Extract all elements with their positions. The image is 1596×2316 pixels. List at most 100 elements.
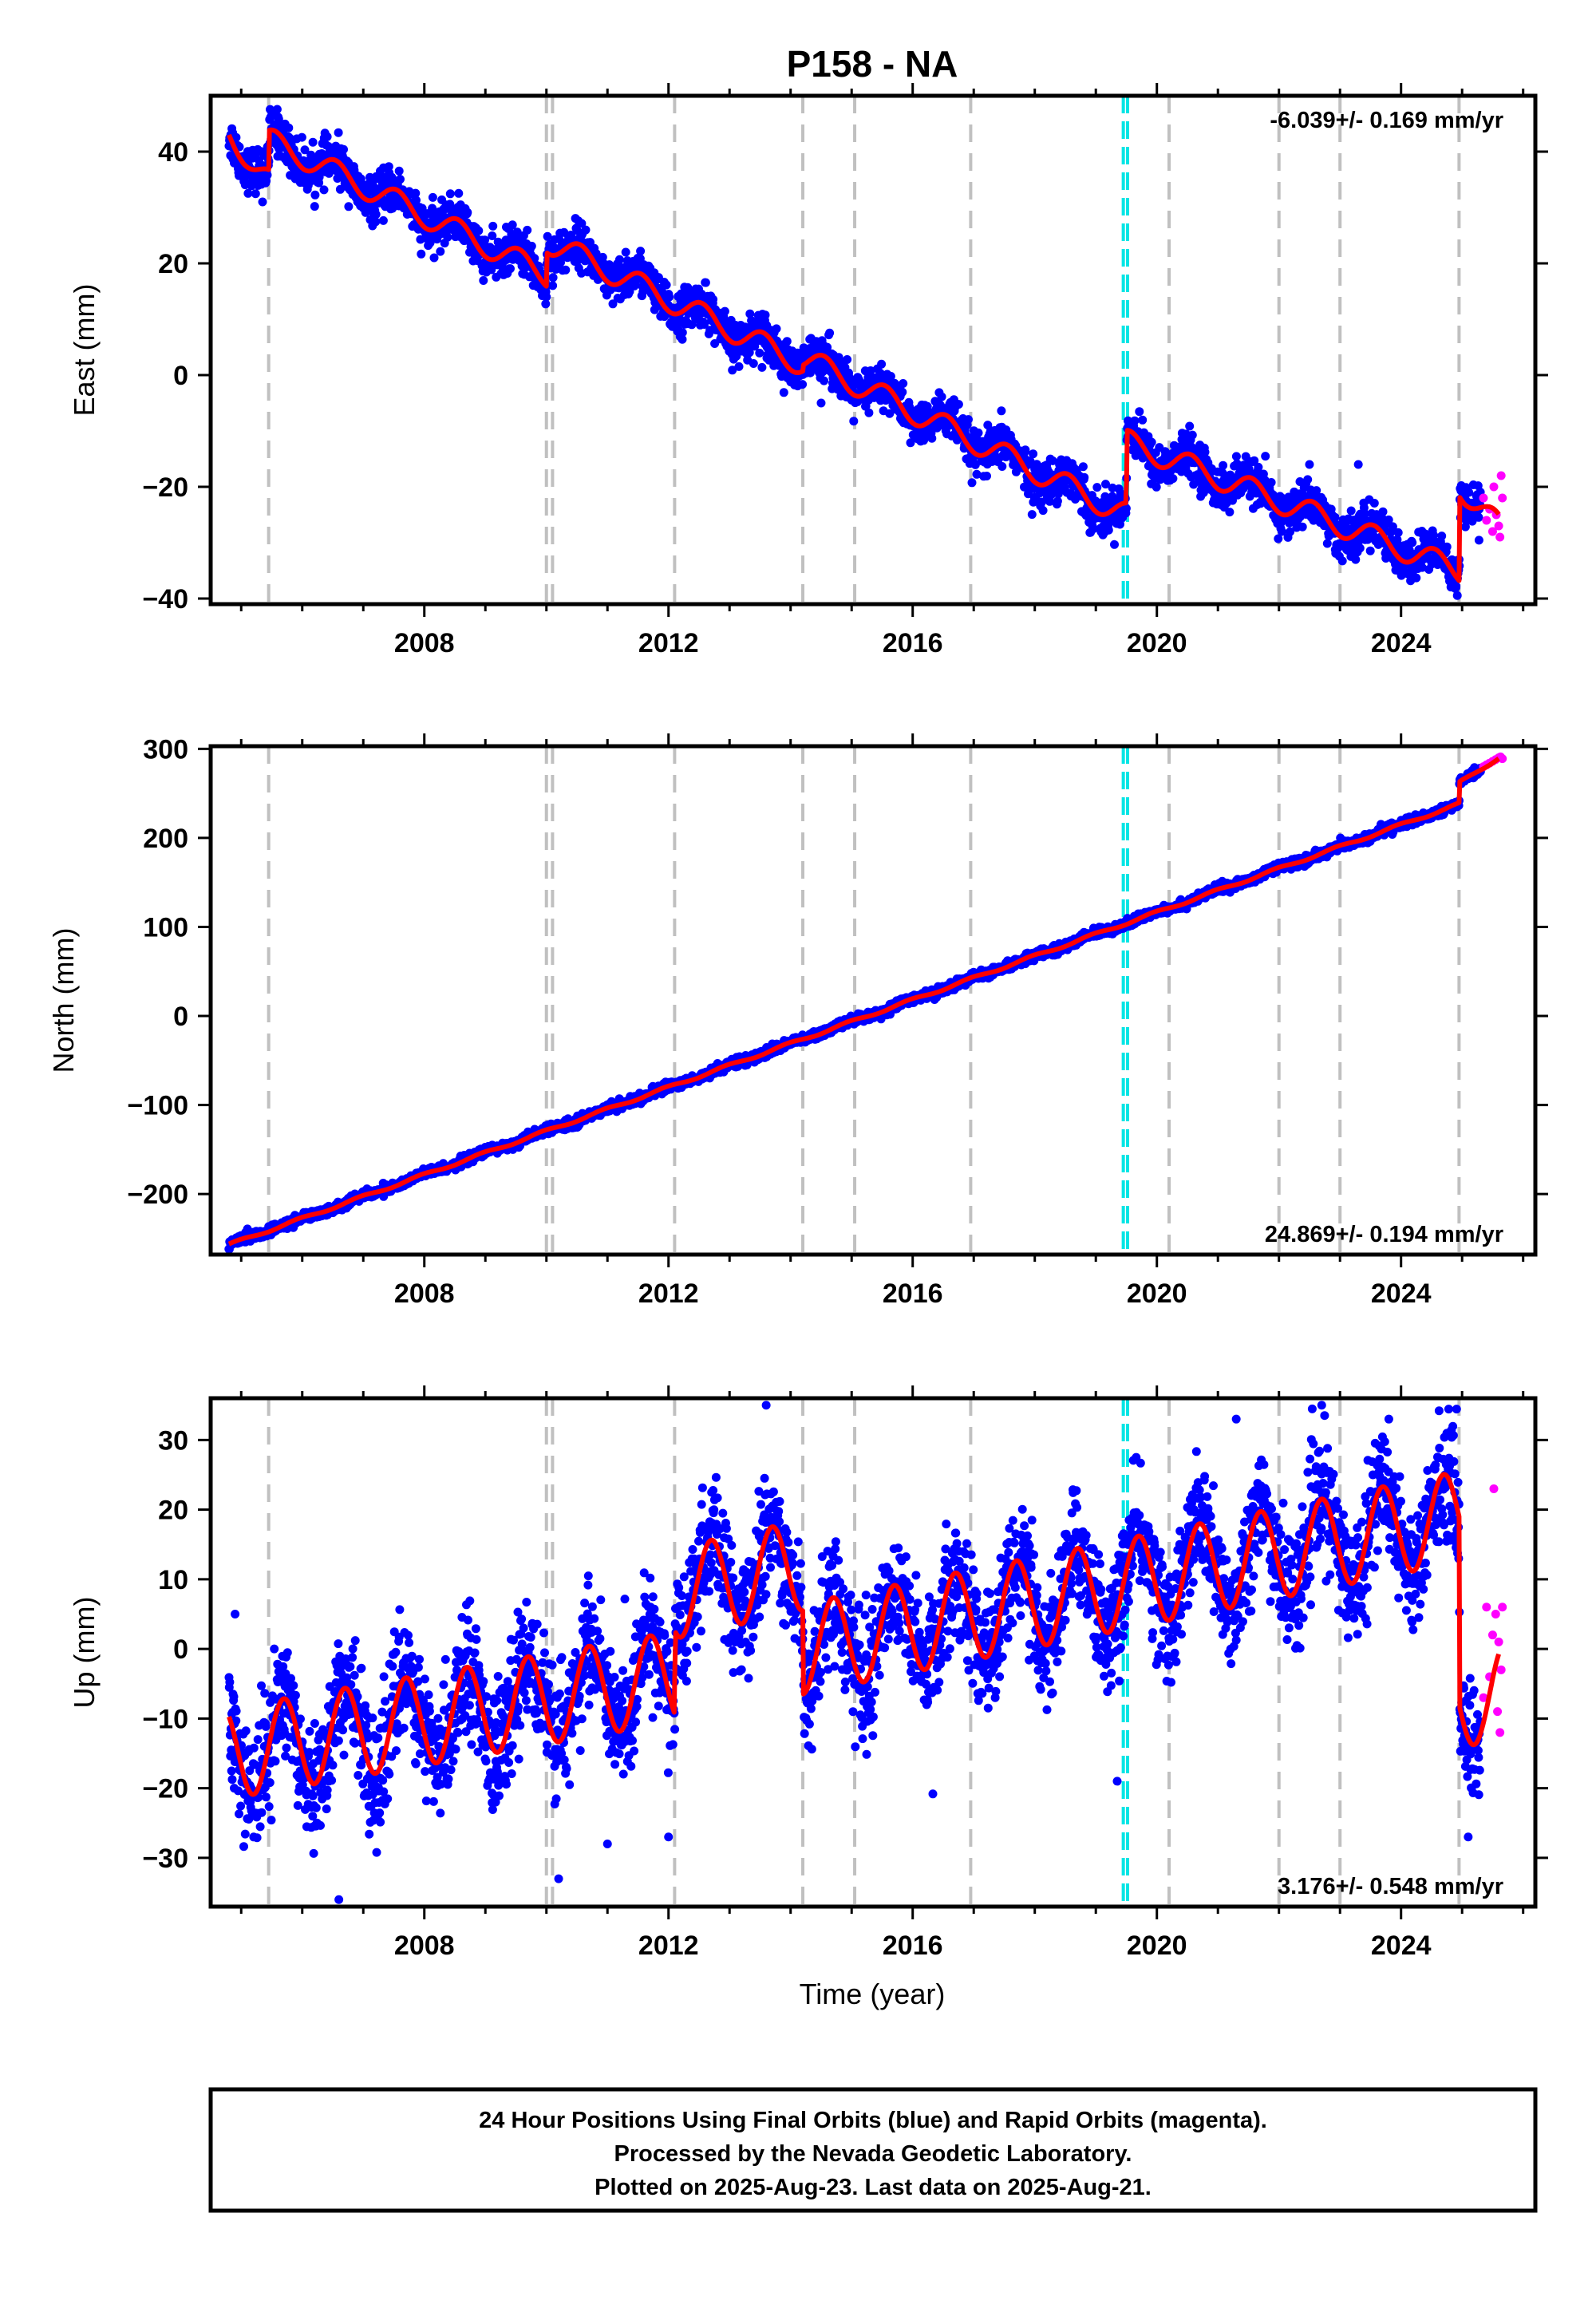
final-orbit-outlier-point [1305,460,1314,469]
final-orbit-outlier-point [1317,1401,1326,1410]
y-axis-label: East (mm) [68,284,101,417]
panel-3: 2008 2012 2016 2020 2024 −30 −20 −10 0 10 20 30 Up (… [68,1385,1548,1961]
final-orbit-outlier-point [1452,583,1461,592]
rapid-orbit-point [1496,471,1506,480]
rapid-orbit-point [1479,1693,1488,1702]
final-orbit-outlier-point [602,1839,612,1848]
y-tick-label: 20 [158,1496,188,1526]
x-tick-label: 2016 [883,628,943,658]
y-tick-label: 100 [143,912,188,943]
y-tick-label: 40 [158,137,188,168]
x-tick-label: 2020 [1127,628,1187,658]
panel-1: 2008 2012 2016 2020 2024 −40 −20 0 20 40 East (mm)… [68,83,1548,658]
x-tick-label: 2024 [1371,628,1432,658]
velocity-rate-label: 3.176+/- 0.548 mm/yr [1278,1874,1503,1899]
final-orbit-point-cloud [224,105,1485,600]
footer-line-3: Plotted on 2025-Aug-23. Last data on 202… [595,2175,1152,2200]
rapid-orbit-point [1495,532,1505,542]
y-tick-label: 200 [143,824,188,854]
figure-title: P158 - NA [787,43,958,85]
y-tick-label: −10 [142,1704,188,1734]
final-orbit-outlier-point [1231,1414,1241,1424]
x-tick-label: 2020 [1127,1931,1187,1961]
velocity-rate-label: 24.869+/- 0.194 mm/yr [1265,1222,1503,1247]
rapid-orbit-point [1495,1728,1505,1737]
y-axis-label: Up (mm) [68,1597,101,1709]
final-orbit-outlier-point [816,398,826,408]
final-orbit-outlier-point [1104,521,1113,531]
panel-2: 2008 2012 2016 2020 2024 −200 −100 0 100 200 300 No… [47,733,1548,1309]
panel-frame [208,93,1538,607]
plot-area [224,746,1507,1255]
rapid-orbit-points [1479,1484,1507,1737]
rapid-orbit-point [1489,482,1499,492]
final-orbit-outlier-point [334,1895,344,1904]
plot-area [224,96,1507,604]
rapid-orbit-point [1482,1603,1491,1612]
rapid-orbit-points [1479,471,1507,542]
final-orbit-outlier-point [554,1874,563,1883]
final-orbit-outlier-point [1353,460,1363,469]
x-tick-label: 2008 [394,1931,455,1961]
rapid-orbit-point [1489,1484,1499,1493]
footer-line-1: 24 Hour Positions Using Final Orbits (bl… [479,2108,1267,2133]
y-tick-label: −200 [127,1180,188,1210]
rapid-orbit-point [1494,1637,1503,1646]
final-orbit-points [224,105,1485,600]
model-fit-line [227,127,1501,583]
final-orbit-outlier-point [258,197,267,207]
x-tick-label: 2012 [638,1279,699,1309]
y-tick-label: 0 [173,1634,188,1665]
rapid-orbit-point [1493,1707,1503,1717]
y-tick-label: 0 [173,361,188,391]
model-fit-line [227,757,1501,1247]
rapid-orbit-point [1494,521,1503,531]
y-tick-label: −100 [127,1091,188,1121]
model-fit-line [227,1472,1501,1797]
footer-line-2: Processed by the Nevada Geodetic Laborat… [614,2141,1132,2167]
final-orbit-outlier-point [1112,1777,1122,1786]
panel-frame [208,1396,1538,1909]
rapid-orbit-point [1487,527,1497,536]
x-axis-label: Time (year) [800,1978,946,2010]
rapid-orbit-point [1482,516,1491,525]
footer-box: 24 Hour Positions Using Final Orbits (bl… [208,2087,1538,2213]
y-tick-label: −20 [142,472,188,503]
x-tick-label: 2024 [1371,1279,1432,1309]
x-tick-label: 2012 [638,628,699,658]
plot-area [224,1398,1507,1907]
final-orbit-points [224,1401,1485,1904]
x-tick-label: 2024 [1371,1931,1432,1961]
rapid-orbit-point [1498,1603,1507,1612]
rapid-orbit-point [1498,754,1507,764]
y-tick-label: 20 [158,249,188,279]
x-tick-label: 2020 [1127,1279,1187,1309]
rapid-orbit-point [1491,1610,1500,1619]
final-orbit-outlier-point [231,1610,240,1619]
final-orbit-outlier-point [1464,1832,1473,1842]
rapid-orbit-point [1498,493,1507,503]
y-tick-label: −30 [142,1844,188,1874]
x-tick-label: 2008 [394,628,455,658]
final-orbit-outlier-point [621,247,630,257]
y-tick-label: −20 [142,1774,188,1804]
y-tick-label: 300 [143,734,188,765]
x-tick-label: 2008 [394,1279,455,1309]
final-orbit-point-cloud [224,1404,1485,1858]
final-orbit-outlier-point [542,292,551,302]
rapid-orbit-point [1487,1630,1497,1640]
y-tick-label: 30 [158,1425,188,1456]
panel-frame [208,744,1538,1257]
y-tick-label: 10 [158,1565,188,1595]
velocity-rate-label: -6.039+/- 0.169 mm/yr [1270,108,1503,133]
final-orbit-outlier-point [761,1401,771,1410]
x-tick-label: 2016 [883,1931,943,1961]
final-orbit-outlier-point [1384,1414,1393,1424]
rapid-orbit-point [1479,493,1488,503]
final-orbit-outlier-point [664,1832,674,1842]
x-tick-label: 2012 [638,1931,699,1961]
footer-frame [208,2087,1538,2213]
rapid-orbit-point [1496,1665,1506,1674]
x-tick-label: 2016 [883,1279,943,1309]
